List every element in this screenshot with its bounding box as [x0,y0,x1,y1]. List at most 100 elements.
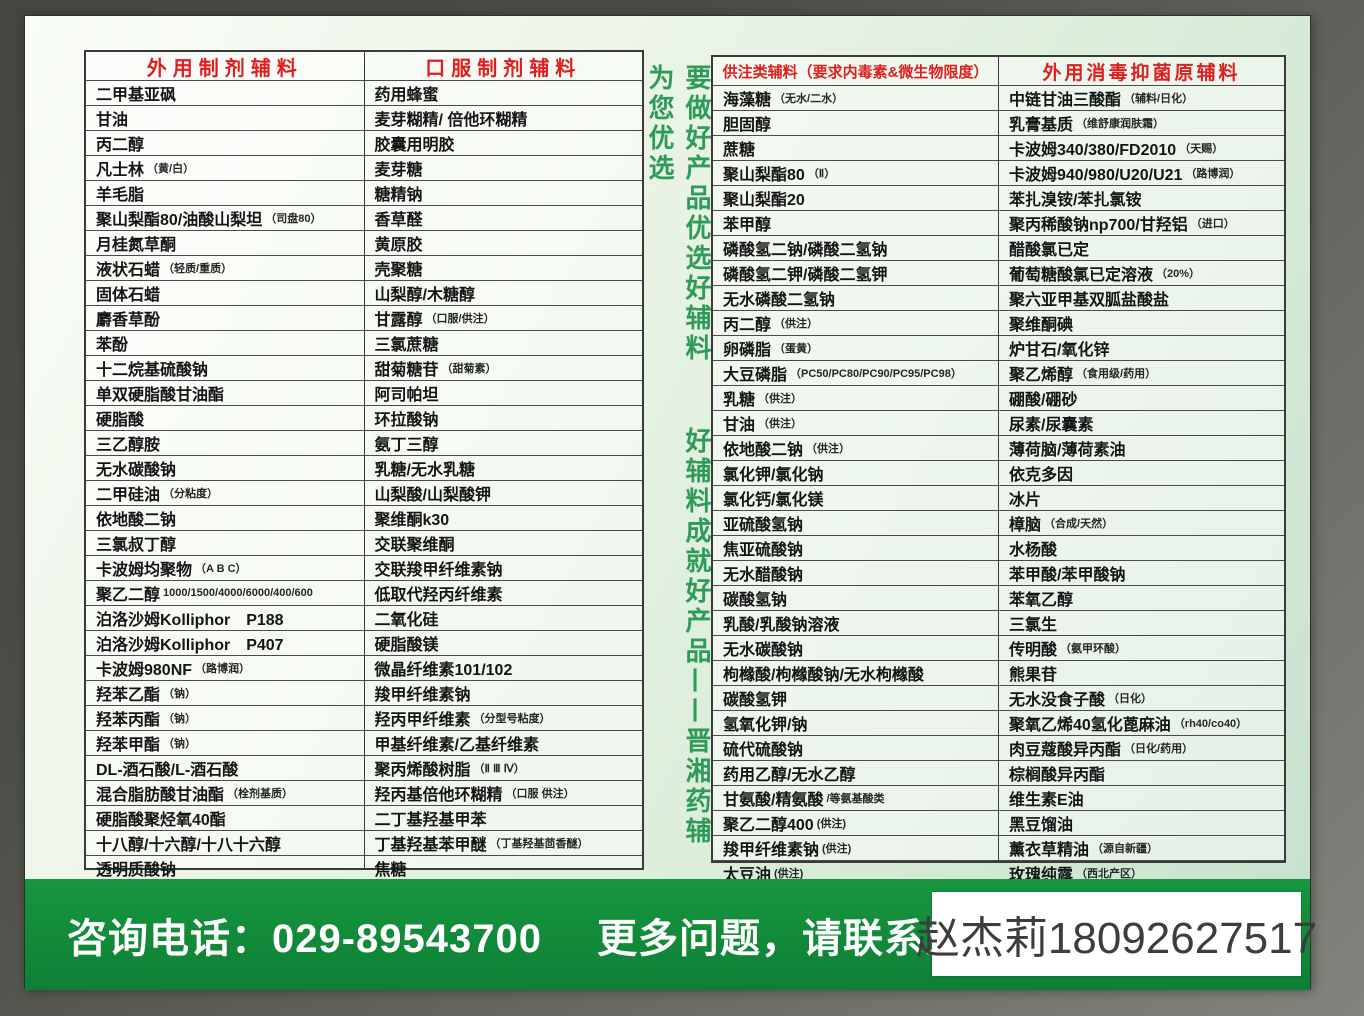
item-name: 聚氧乙烯40氢化蓖麻油 [1009,717,1171,734]
table-row: 硬脂酸聚烃氧40酯 [86,805,364,830]
item-name: 黄原胶 [374,237,423,254]
item-name: 传明酸 [1009,642,1058,659]
item-note: （rh40/co40） [1173,718,1248,730]
slogan-line-1: 要做好产品优选好辅料 [681,64,711,364]
column-external-preparation: 外用制剂辅料 二甲基亚砜 甘油 丙二醇 凡士林 （黄/白） 羊毛脂 聚山梨酯80/油酸山梨坦… [86,52,364,879]
item-name: 二甲基亚砜 [96,87,177,104]
table-row: 三氯生 [999,610,1284,635]
item-name: 甘露醇 [374,312,423,329]
table-row: 大豆磷脂 （PC50/PC80/PC90/PC95/PC98） [713,360,998,385]
column-header-oral-preparation: 口服制剂辅料 [364,52,642,81]
table-row: 二甲硅油 （分粘度） [86,480,364,505]
contact-person: 赵杰莉18092627517 [915,914,1318,963]
table-row: 山梨酸/山梨酸钾 [364,480,642,505]
table-row: 三氯叔丁醇 [86,530,364,555]
item-name: 泊洛沙姆Kolliphor P188 [96,612,284,629]
table-row: 三乙醇胺 [86,430,364,455]
footer-contact-bar: 咨询电话：029-89543700 更多问题，请联系业务人员 赵杰莉180926… [25,879,1317,990]
item-note: （供注） [758,393,803,405]
table-row: 黑豆馏油 [999,810,1284,835]
item-name: 氯化钙/氯化镁 [723,492,824,509]
table-row: 羧甲纤维素钠 [364,680,642,705]
item-name: 糖精钠 [374,187,423,204]
item-name: 羊毛脂 [96,187,145,204]
item-note: （氨甲环酸） [1060,643,1127,655]
item-name: 无水没食子酸 [1009,692,1106,709]
item-name: 聚山梨酯80 [723,167,805,184]
table-row: 交联聚维酮 [364,530,642,555]
table-row: 卡波姆980NF （路博润） [86,655,364,680]
table-row: 卡波姆940/980/U20/U21 （路博润） [999,160,1284,185]
item-name: 乳糖 [723,392,756,409]
table-row: 聚乙二醇 1000/1500/4000/6000/400/600 [86,580,364,605]
item-name: 聚乙烯醇 [1009,367,1074,384]
item-name: 碳酸氢钠 [723,592,788,609]
column-header-disinfection-antibacterial: 外用消毒抑菌原辅料 [999,57,1284,86]
column-oral-preparation: 口服制剂辅料 药用蜂蜜 麦芽糊精/ 倍他环糊精 胶囊用明胶 麦芽糖 糖精钠 香草醛 黄原胶壳… [363,52,642,879]
table-row: 硬脂酸 [86,405,364,430]
item-name: 三氯生 [1009,617,1058,634]
item-name: 卡波姆均聚物 [96,562,193,579]
item-name: 乳酸/乳酸钠溶液 [723,617,840,634]
table-row: 十八醇/十六醇/十八十六醇 [86,830,364,855]
item-note: （黄/白） [147,163,195,175]
item-name: 聚山梨酯20 [723,192,805,209]
item-name: 乳糖/无水乳糖 [374,462,475,479]
table-row: 甘油 [86,105,364,130]
item-name: 肉豆蔻酸异丙酯 [1009,742,1122,759]
item-name: 固体石蜡 [96,287,161,304]
item-note: （甜菊素） [441,363,497,375]
table-row: 尿素/尿囊素 [999,410,1284,435]
item-name: 维生素E油 [1009,792,1084,809]
item-note: （蛋黄） [774,343,819,355]
column-disinfection-antibacterial: 外用消毒抑菌原辅料 中链甘油三酸酯 （辅料/日化） 乳膏基质 （维舒康润肤霜） 卡波姆3… [998,57,1284,884]
table-row: 磷酸氢二钠/磷酸二氢钠 [713,235,998,260]
table-row: 聚丙烯酸树脂 （Ⅱ Ⅲ Ⅳ） [364,755,642,780]
item-name: 氯化钾/氯化钠 [723,467,824,484]
item-note: （路博润） [1185,168,1241,180]
item-name: 羟丙基倍他环糊精 [374,787,503,804]
item-name: 硫代硫酸钠 [723,742,804,759]
item-name: 硬脂酸镁 [374,637,439,654]
table-row: 羟苯甲酯 （钠） [86,730,364,755]
item-name: 麦芽糖 [374,162,423,179]
excipient-table-right: 供注类辅料（要求内毒素&微生物限度） 海藻糖 （无水/二水） 胆固醇 蔗糖 聚山梨酯80… [711,55,1286,884]
column-rows: 药用蜂蜜 麦芽糊精/ 倍他环糊精 胶囊用明胶 麦芽糖 糖精钠 香草醛 黄原胶 壳聚糖 山梨醇/木… [364,81,642,880]
item-note: （进口） [1190,218,1235,230]
table-row: 糖精钠 [364,180,642,205]
table-row: 无水醋酸钠 [713,560,998,585]
item-note: （钠） [163,688,197,700]
item-name: 聚丙烯酸树脂 [374,762,471,779]
item-name: 醋酸氯已定 [1009,242,1090,259]
item-note: （口服 供注） [505,788,575,800]
table-row: 二氧化硅 [364,605,642,630]
table-row: 传明酸 （氨甲环酸） [999,635,1284,660]
table-row: 羟苯丙酯 （钠） [86,705,364,730]
item-name: 月桂氮草酮 [96,237,177,254]
item-name: 聚山梨酯80/油酸山梨坦 [96,212,263,229]
item-note: （合成/天然） [1044,518,1114,530]
item-name: 液状石蜡 [96,262,161,279]
item-name: 薄荷脑/薄荷素油 [1009,442,1126,459]
item-note: （辅料/日化） [1124,93,1194,105]
item-name: 黑豆馏油 [1009,817,1074,834]
table-row: 无水磷酸二氢钠 [713,285,998,310]
item-name: 阿司帕坦 [374,387,439,404]
table-row: 微晶纤维素101/102 [364,655,642,680]
item-note: （轻质/重质） [163,263,233,275]
table-row: 氨丁三醇 [364,430,642,455]
table-row: 卡波姆均聚物 （A B C） [86,555,364,580]
table-row: 炉甘石/氧化锌 [999,335,1284,360]
item-name: 十八醇/十六醇/十八十六醇 [96,837,281,854]
table-row: 苯甲醇 [713,210,998,235]
item-name: 丙二醇 [723,317,772,334]
item-note: (供注) [816,818,847,830]
table-row: 甲基纤维素/乙基纤维素 [364,730,642,755]
table-row: 枸橼酸/枸橼酸钠/无水枸橼酸 [713,660,998,685]
item-name: 樟脑 [1009,517,1042,534]
table-row: 低取代羟丙纤维素 [364,580,642,605]
slogan-line-2: 好辅料成就好产品——晋湘药辅为您优选 [644,64,711,848]
table-row: 聚丙稀酸钠np700/甘羟铝 （进口） [999,210,1284,235]
table-row: 丁基羟基苯甲醚 （丁基羟基茴香醚） [364,830,642,855]
item-name: 冰片 [1009,492,1042,509]
